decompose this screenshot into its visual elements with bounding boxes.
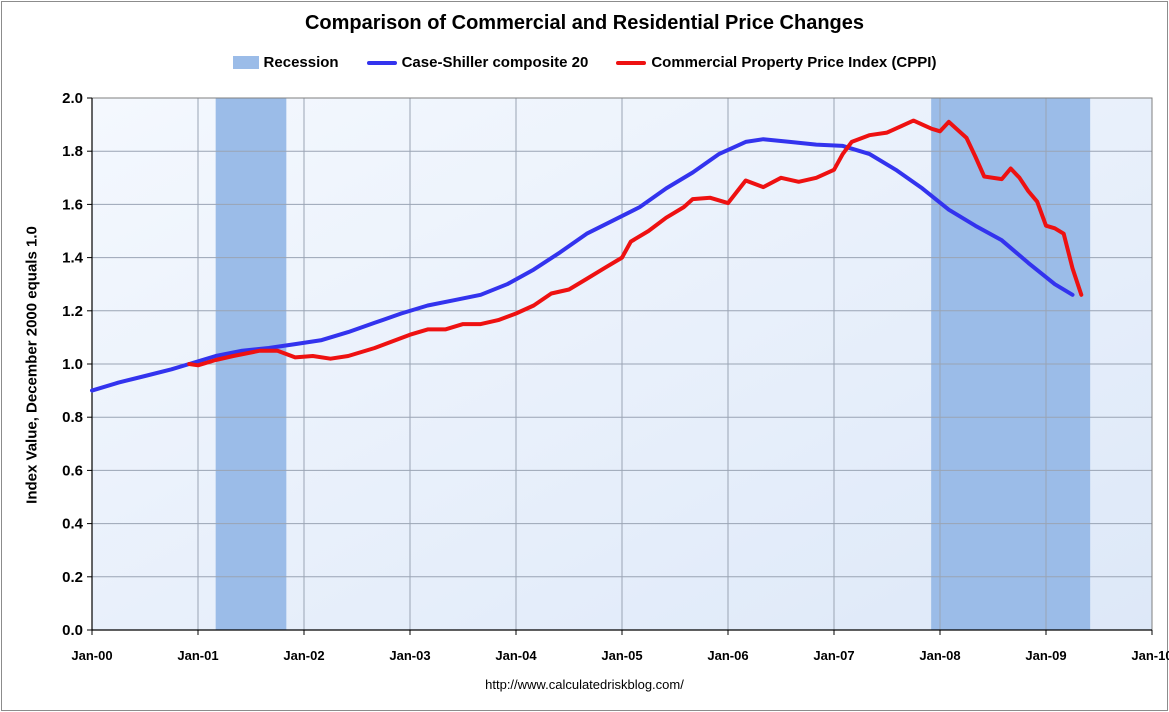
legend-swatch-cppi (616, 60, 647, 65)
legend-item-cppi: Commercial Property Price Index (CPPI) (616, 54, 936, 71)
chart-legend: Recession Case-Shiller composite 20 Comm… (0, 54, 1169, 71)
y-tick-label: 0.0 (62, 622, 83, 639)
legend-label-case-shiller: Case-Shiller composite 20 (401, 54, 589, 71)
source-url: http://www.calculatedriskblog.com/ (485, 677, 684, 692)
y-tick-label: 2.0 (62, 90, 83, 107)
x-tick-label: Jan-06 (707, 648, 748, 663)
y-tick-label: 1.2 (62, 303, 83, 320)
y-tick-label: 0.6 (62, 462, 83, 479)
series-line-cppi (187, 118, 1084, 368)
chart-title: Comparison of Commercial and Residential… (304, 12, 865, 34)
y-tick-label: 1.6 (62, 196, 83, 213)
y-tick-label: 1.4 (62, 250, 84, 267)
x-tick-label: Jan-09 (1025, 648, 1066, 663)
y-tick-label: 0.2 (62, 569, 83, 586)
legend-label-recession: Recession (263, 54, 339, 71)
y-tick-label: 0.4 (62, 516, 84, 533)
legend-item-recession: Recession (232, 54, 339, 71)
y-tick-label: 1.0 (62, 356, 83, 373)
x-tick-label: Jan-03 (389, 648, 430, 663)
x-tick-label: Jan-02 (283, 648, 324, 663)
x-tick-label: Jan-08 (919, 648, 960, 663)
legend-swatch-recession (232, 56, 259, 69)
x-tick-label: Jan-10 (1131, 648, 1169, 663)
legend-swatch-case-shiller (366, 60, 397, 65)
x-tick-label: Jan-04 (495, 648, 537, 663)
x-tick-label: Jan-00 (71, 648, 112, 663)
legend-label-cppi: Commercial Property Price Index (CPPI) (651, 54, 937, 71)
legend-item-case-shiller: Case-Shiller composite 20 (366, 54, 589, 71)
x-tick-label: Jan-07 (813, 648, 854, 663)
y-tick-label: 0.8 (62, 409, 83, 426)
y-tick-label: 1.8 (62, 143, 83, 160)
x-tick-label: Jan-05 (601, 648, 642, 663)
x-tick-label: Jan-01 (177, 648, 218, 663)
series-line-case-shiller (90, 137, 1075, 393)
